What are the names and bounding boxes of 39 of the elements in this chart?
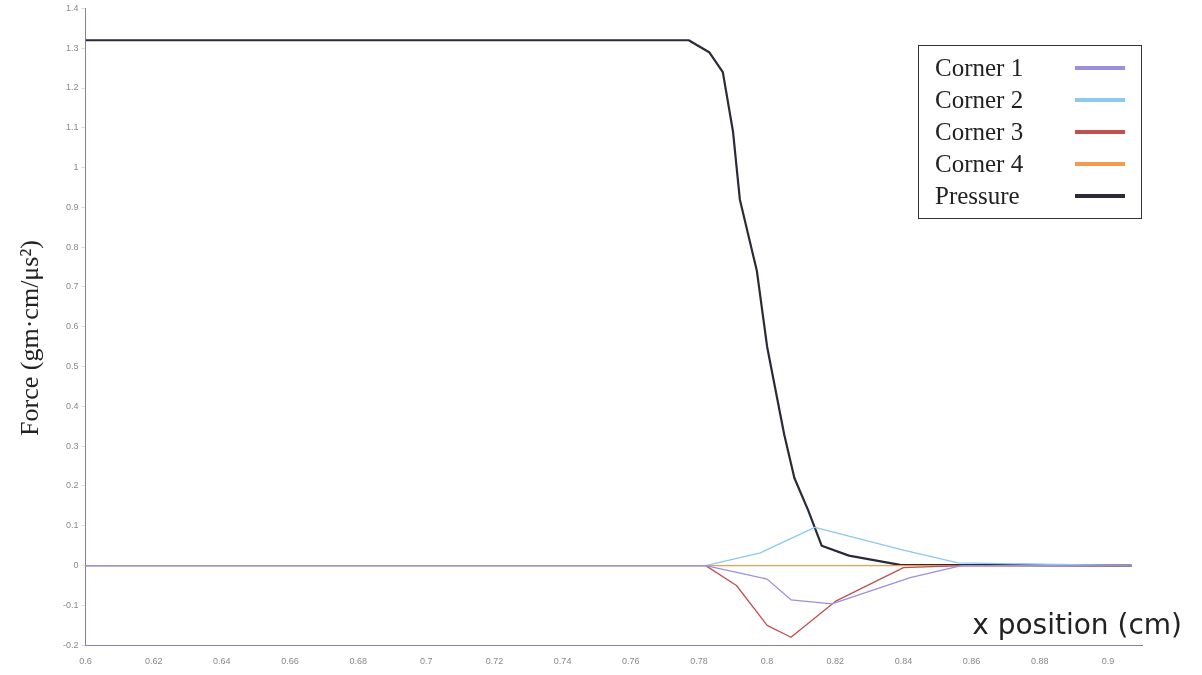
- y-tick-label: 0.8: [65, 241, 79, 252]
- y-tick-label: 0.7: [65, 281, 79, 292]
- y-axis-title: Force (gm·cm/μs²): [15, 239, 45, 436]
- y-tick-label: 0.3: [65, 440, 79, 451]
- x-tick-label: 0.72: [485, 656, 504, 667]
- x-axis-title: x position (cm): [972, 608, 1182, 642]
- y-tick-label: 1: [73, 162, 79, 173]
- y-tick-label: 0: [73, 560, 79, 571]
- x-tick-label: 0.74: [553, 656, 572, 667]
- y-tick-label: -0.1: [62, 599, 79, 610]
- x-tick-label: 0.7: [420, 656, 433, 667]
- y-tick-label: 1.2: [65, 82, 79, 93]
- legend-label: Corner 1: [935, 54, 1025, 82]
- legend-label: Corner 3: [935, 118, 1025, 146]
- x-tick-label: 0.84: [894, 656, 913, 667]
- x-tick-label: 0.86: [962, 656, 981, 667]
- x-tick-label: 0.9: [1101, 656, 1115, 667]
- y-tick-label: -0.2: [62, 639, 79, 650]
- y-tick-label: 0.4: [65, 400, 79, 411]
- x-tick-label: 0.76: [622, 656, 640, 667]
- legend-label: Pressure: [935, 182, 1021, 210]
- y-tick-label: 0.6: [65, 321, 79, 332]
- y-tick-label: 1.3: [65, 42, 79, 53]
- x-tick-label: 0.78: [690, 656, 708, 667]
- y-tick-label: 0.2: [65, 480, 79, 491]
- y-tick-label: 0.9: [65, 201, 79, 212]
- y-tick-label: 0.5: [65, 361, 79, 372]
- x-tick-label: 0.68: [349, 656, 367, 667]
- x-tick-label: 0.8: [760, 656, 774, 667]
- x-tick-label: 0.66: [281, 656, 299, 667]
- x-tick-label: 0.64: [213, 656, 231, 667]
- x-tick-label: 0.62: [144, 656, 163, 667]
- legend-label: Corner 4: [935, 150, 1025, 178]
- x-tick-label: 0.88: [1030, 656, 1049, 667]
- x-tick-label: 0.82: [826, 656, 845, 667]
- legend-label: Corner 2: [935, 86, 1025, 114]
- y-tick-label: 0.1: [65, 520, 79, 531]
- y-tick-label: 1.4: [65, 2, 79, 13]
- y-tick-label: 1.1: [65, 122, 79, 133]
